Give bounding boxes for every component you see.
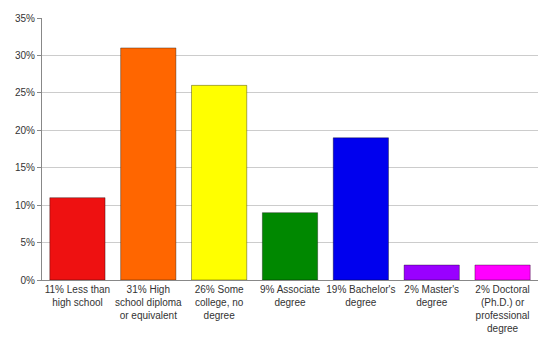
svg-text:5%: 5% bbox=[21, 237, 36, 248]
svg-text:11% Less thanhigh school: 11% Less thanhigh school bbox=[45, 284, 110, 308]
svg-text:2% Master'sdegree: 2% Master'sdegree bbox=[404, 284, 459, 308]
svg-text:20%: 20% bbox=[15, 125, 35, 136]
svg-text:0%: 0% bbox=[21, 275, 36, 286]
svg-text:10%: 10% bbox=[15, 200, 35, 211]
svg-text:2% Doctoral(Ph.D.) orprofessio: 2% Doctoral(Ph.D.) orprofessionaldegree bbox=[475, 284, 529, 334]
svg-text:19% Bachelor'sdegree: 19% Bachelor'sdegree bbox=[326, 284, 395, 308]
svg-text:35%: 35% bbox=[15, 13, 35, 24]
svg-text:30%: 30% bbox=[15, 50, 35, 61]
svg-text:26% Somecollege, nodegree: 26% Somecollege, nodegree bbox=[195, 284, 244, 321]
svg-text:25%: 25% bbox=[15, 87, 35, 98]
svg-text:9% Associatedegree: 9% Associatedegree bbox=[260, 284, 320, 308]
svg-text:31% Highschool diplomaor equiv: 31% Highschool diplomaor equivalent bbox=[115, 284, 182, 321]
svg-text:15%: 15% bbox=[15, 162, 35, 173]
